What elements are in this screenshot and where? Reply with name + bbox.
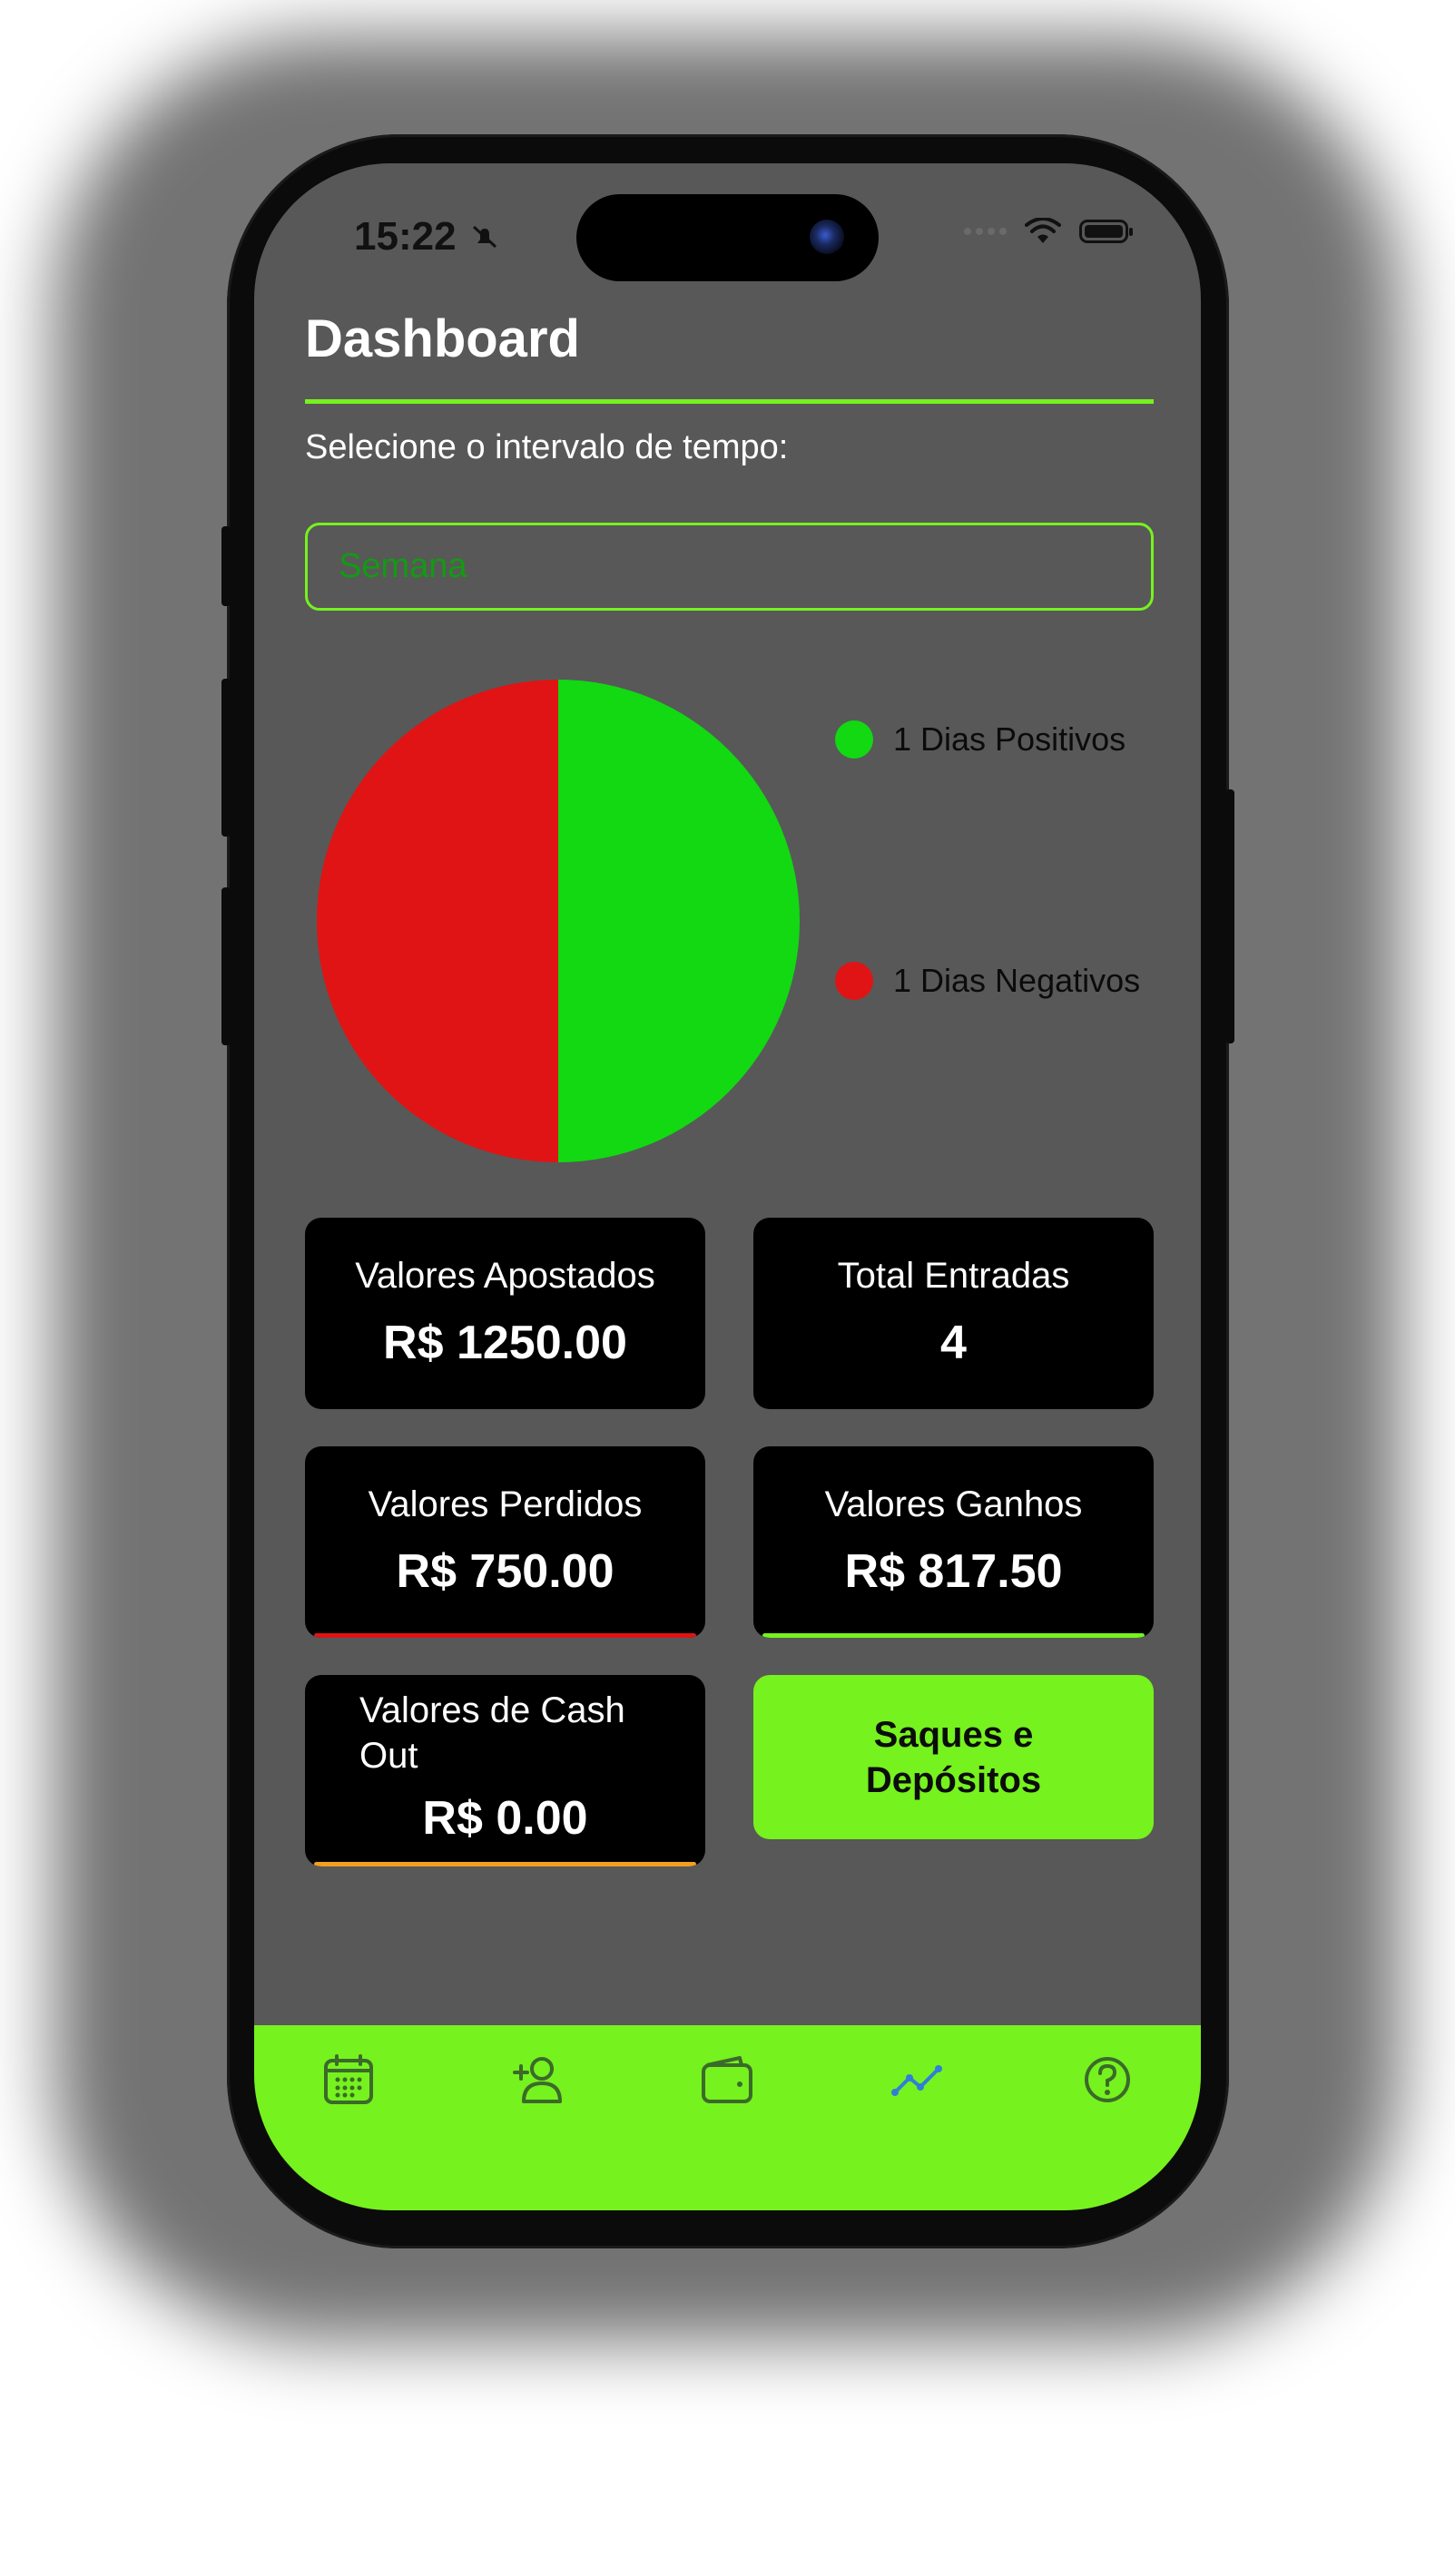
card-value: R$ 0.00 — [422, 1792, 588, 1845]
battery-icon — [1079, 220, 1133, 243]
card-valores-apostados: Valores Apostados R$ 1250.00 — [305, 1218, 705, 1409]
silent-bell-icon — [468, 223, 501, 258]
volume-down-button — [221, 887, 231, 1045]
card-label: Valores de Cash Out — [359, 1690, 625, 1776]
legend-label: 1 Dias Negativos — [893, 962, 1141, 999]
card-label: Valores Perdidos — [368, 1484, 643, 1524]
mute-switch — [221, 526, 231, 606]
card-valores-ganhos: Valores Ganhos R$ 817.50 — [753, 1446, 1154, 1638]
legend-label: 1 Dias Positivos — [893, 720, 1126, 758]
wallet-icon[interactable] — [700, 2052, 754, 2107]
power-button — [1225, 789, 1234, 1043]
card-total-entradas: Total Entradas 4 — [753, 1218, 1154, 1409]
legend-dot — [835, 720, 873, 759]
pie-slice-1 — [317, 680, 558, 1162]
chart-line-icon[interactable] — [890, 2052, 944, 2107]
status-indicators — [964, 218, 1133, 245]
card-accent-bar — [314, 1633, 696, 1638]
pie-slice-0 — [558, 680, 800, 1162]
card-accent-bar — [762, 1633, 1145, 1638]
card-valores-cash-out: Valores de Cash Out R$ 0.00 — [305, 1675, 705, 1866]
card-label: Valores Apostados — [355, 1256, 655, 1296]
front-camera — [810, 220, 844, 254]
status-time: 15:22 — [354, 214, 457, 259]
signal-icon — [964, 228, 1007, 235]
add-user-icon[interactable] — [511, 2052, 565, 2107]
title-underline — [305, 399, 1154, 404]
calendar-icon[interactable] — [321, 2052, 376, 2107]
days-pie-chart — [317, 680, 800, 1162]
page-title: Dashboard — [305, 309, 580, 368]
card-value: R$ 1250.00 — [383, 1317, 627, 1369]
legend-positive: 1 Dias Positivos — [835, 720, 1185, 759]
interval-label: Selecione o intervalo de tempo: — [305, 428, 789, 466]
volume-up-button — [221, 679, 231, 837]
card-label: Total Entradas — [837, 1256, 1070, 1296]
card-value: R$ 750.00 — [396, 1545, 614, 1598]
card-value: 4 — [940, 1317, 967, 1369]
saques-depositos-button[interactable]: Saques e Depósitos — [753, 1675, 1154, 1839]
card-value: R$ 817.50 — [844, 1545, 1063, 1598]
card-valores-perdidos: Valores Perdidos R$ 750.00 — [305, 1446, 705, 1638]
app-screen: 15:22 Dashboard Selecione o intervalo de… — [254, 163, 1201, 2210]
legend-negative: 1 Dias Negativos — [835, 962, 1185, 1000]
interval-select[interactable]: Semana — [305, 523, 1154, 611]
card-label: Valores Ganhos — [824, 1484, 1083, 1524]
card-accent-bar — [314, 1862, 696, 1866]
dynamic-island — [576, 194, 879, 281]
wifi-icon — [1025, 218, 1061, 243]
bottom-tab-bar — [254, 2025, 1201, 2210]
help-icon[interactable] — [1080, 2052, 1135, 2107]
legend-dot — [835, 962, 873, 1000]
